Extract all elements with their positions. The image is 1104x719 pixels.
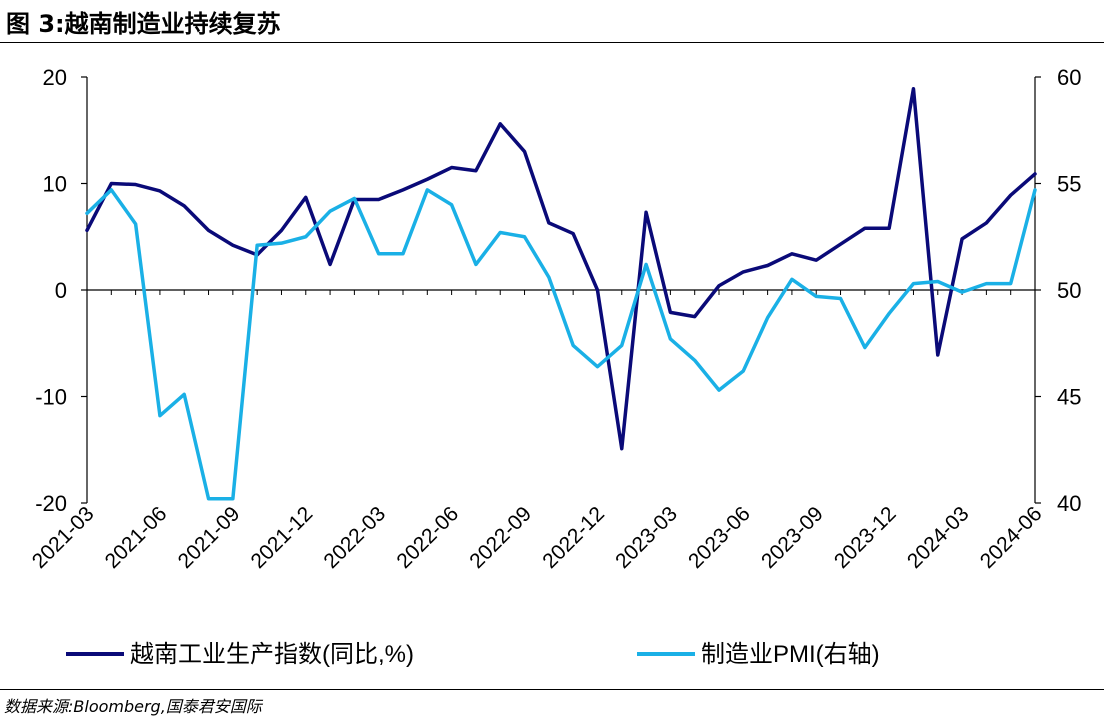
left-axis-ticks: -20 -10 0 10 20 xyxy=(35,65,87,516)
x-tick-label: 2024-06 xyxy=(976,502,1047,573)
left-tick-label: -10 xyxy=(35,385,67,410)
legend-item-pmi-label: 制造业PMI(右轴) xyxy=(701,641,880,668)
left-tick-label: 20 xyxy=(43,65,67,90)
x-tick-label: 2022-09 xyxy=(465,502,536,573)
source-divider xyxy=(0,689,1104,690)
right-tick-label: 50 xyxy=(1057,278,1081,303)
right-tick-label: 45 xyxy=(1057,385,1081,410)
series-line-industrial-production xyxy=(85,86,1037,451)
x-tick-label: 2021-12 xyxy=(247,502,318,573)
legend-item-industrial-production-label: 越南工业生产指数(同比,%) xyxy=(130,641,414,668)
x-tick-label: 2023-09 xyxy=(757,502,828,573)
x-tick-label: 2022-12 xyxy=(538,502,609,573)
x-tick-label: 2021-09 xyxy=(174,502,245,573)
line-chart: -20 -10 0 10 20 40 45 50 55 60 2021-03 2021-06 202… xyxy=(28,65,1082,668)
x-tick-label: 2023-12 xyxy=(830,502,901,573)
left-tick-label: 0 xyxy=(55,278,67,303)
right-tick-label: 60 xyxy=(1057,65,1081,90)
left-tick-label: 10 xyxy=(43,172,67,197)
legend: 越南工业生产指数(同比,%) 制造业PMI(右轴) xyxy=(66,641,880,668)
series-line-pmi xyxy=(85,188,1037,501)
x-tick-label: 2024-03 xyxy=(903,502,974,573)
x-tick-label: 2023-03 xyxy=(611,502,682,573)
right-axis-ticks: 40 45 50 55 60 xyxy=(1035,65,1081,516)
x-tick-label: 2023-06 xyxy=(684,502,755,573)
x-tick-label: 2022-03 xyxy=(319,502,390,573)
x-axis-ticks: 2021-03 2021-06 2021-09 2021-12 2022-03 2022-… xyxy=(28,290,1047,573)
left-tick-label: -20 xyxy=(35,491,67,516)
figure-title: 图 3:越南制造业持续复苏 xyxy=(6,10,281,38)
x-tick-label: 2021-06 xyxy=(101,502,172,573)
series-lines xyxy=(85,86,1037,501)
x-tick-label: 2022-06 xyxy=(392,502,463,573)
right-tick-label: 55 xyxy=(1057,172,1081,197)
title-divider xyxy=(0,42,1104,43)
source-note: 数据来源:Bloomberg,国泰君安国际 xyxy=(4,697,262,716)
right-tick-label: 40 xyxy=(1057,491,1081,516)
